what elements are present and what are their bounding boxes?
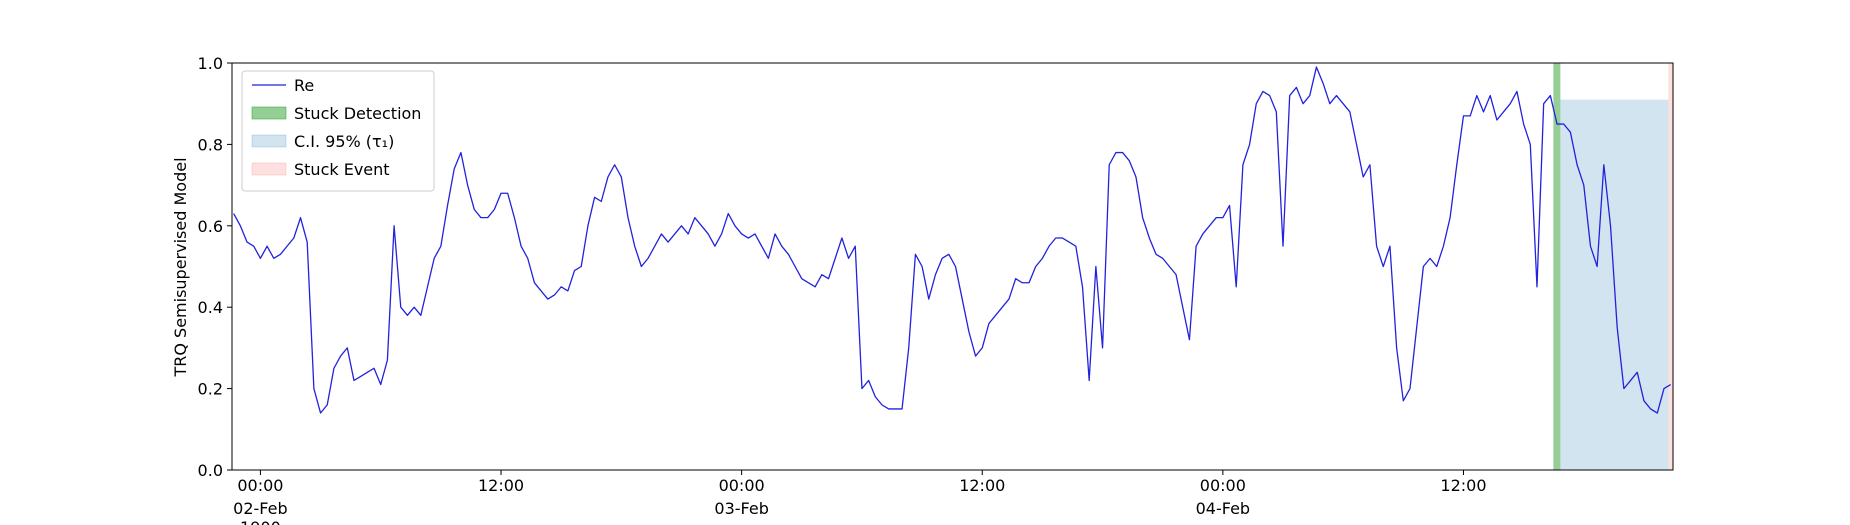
y-tick-label: 0.8: [198, 135, 223, 154]
x-tick-label: 00:00: [237, 476, 283, 495]
y-axis-label: TRQ Semisupervised Model: [171, 157, 190, 377]
y-tick-label: 0.0: [198, 461, 223, 480]
x-tick-date: 02-Feb: [233, 499, 287, 518]
plot-frame: [231, 62, 1674, 471]
legend: Re Stuck Detection C.I. 95% (τ₁) Stuck Even…: [241, 70, 435, 192]
x-tick-label: 12:00: [959, 476, 1005, 495]
legend-label: C.I. 95% (τ₁): [294, 132, 394, 151]
legend-label: Re: [294, 76, 314, 95]
legend-label: Stuck Event: [294, 160, 390, 179]
x-tick-label: 12:00: [1440, 476, 1486, 495]
x-tick-date: 04-Feb: [1196, 499, 1250, 518]
legend-swatch: [251, 106, 287, 120]
y-tick-label: 0.6: [198, 217, 223, 236]
y-tick-label: 1.0: [198, 54, 223, 73]
x-tick-date: 03-Feb: [714, 499, 768, 518]
x-tick-label: 00:00: [1200, 476, 1246, 495]
y-tick-label: 0.4: [198, 298, 223, 317]
legend-box: [241, 70, 435, 192]
x-tick-label: 12:00: [478, 476, 524, 495]
x-tick-year: 1900: [240, 518, 281, 525]
y-tick-label: 0.2: [198, 380, 223, 399]
legend-label: Stuck Detection: [294, 104, 421, 123]
span: [1668, 63, 1673, 470]
legend-swatch: [251, 134, 287, 148]
x-tick-label: 00:00: [719, 476, 765, 495]
data-line: [233, 66, 1671, 414]
legend-swatch: [251, 162, 287, 176]
span: [1553, 63, 1561, 470]
